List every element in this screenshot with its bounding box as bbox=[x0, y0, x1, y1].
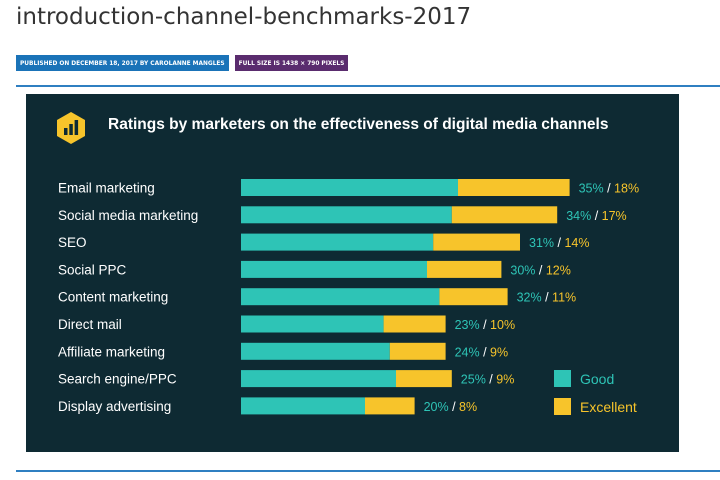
category-label: Content marketing bbox=[58, 290, 168, 305]
category-label: Search engine/PPC bbox=[58, 372, 177, 387]
bar-chart: Email marketing 35% / 18% Social media mar… bbox=[58, 179, 639, 415]
data-label: 23% / 10% bbox=[455, 318, 515, 332]
data-label: 35% / 18% bbox=[579, 182, 639, 196]
data-label: 24% / 9% bbox=[455, 345, 509, 359]
data-label: 20% / 8% bbox=[424, 400, 478, 414]
category-label: Social media marketing bbox=[58, 208, 198, 223]
category-label: Affiliate marketing bbox=[58, 344, 165, 359]
bar-excellent bbox=[396, 370, 452, 388]
bar-excellent bbox=[365, 397, 415, 415]
top-divider bbox=[16, 85, 720, 87]
bar-excellent bbox=[451, 206, 558, 224]
bar-good bbox=[241, 206, 452, 224]
legend-swatch-excellent bbox=[554, 398, 571, 415]
bar-excellent bbox=[433, 233, 520, 251]
bar-excellent bbox=[389, 342, 446, 360]
bar-good bbox=[241, 233, 434, 251]
chart-title: Ratings by marketers on the effectivenes… bbox=[108, 116, 609, 133]
bar-good bbox=[241, 397, 365, 415]
bar-good bbox=[241, 315, 384, 333]
page-title: introduction-channel-benchmarks-2017 bbox=[16, 4, 472, 30]
category-label: Direct mail bbox=[58, 317, 122, 332]
data-label: 32% / 11% bbox=[517, 291, 577, 305]
legend-label-good: Good bbox=[580, 371, 614, 387]
data-label: 34% / 17% bbox=[566, 209, 626, 223]
data-label: 25% / 9% bbox=[461, 373, 515, 387]
bar-good bbox=[241, 342, 390, 360]
bar-good bbox=[241, 179, 458, 196]
category-label: SEO bbox=[58, 235, 87, 250]
legend-swatch-good bbox=[554, 370, 571, 387]
data-label: 30% / 12% bbox=[510, 263, 570, 277]
data-label: 31% / 14% bbox=[529, 236, 589, 250]
bar-good bbox=[241, 288, 440, 306]
category-label: Display advertising bbox=[58, 399, 171, 414]
category-label: Social PPC bbox=[58, 262, 127, 277]
bar-excellent bbox=[383, 315, 446, 333]
published-badge[interactable]: PUBLISHED ON DECEMBER 18, 2017 BY CAROLA… bbox=[16, 55, 229, 71]
bottom-divider bbox=[16, 470, 720, 472]
bar-excellent bbox=[439, 288, 508, 306]
legend-label-excellent: Excellent bbox=[580, 399, 637, 415]
chart-figure[interactable]: Ratings by marketers on the effectivenes… bbox=[26, 94, 679, 452]
full-size-badge[interactable]: FULL SIZE IS 1438 × 790 PIXELS bbox=[234, 55, 349, 71]
bar-good bbox=[241, 260, 427, 278]
post-meta: PUBLISHED ON DECEMBER 18, 2017 BY CAROLA… bbox=[16, 55, 349, 71]
bar-good bbox=[241, 370, 396, 388]
bar-excellent bbox=[427, 260, 502, 278]
bar-chart-icon bbox=[57, 112, 85, 144]
category-label: Email marketing bbox=[58, 181, 155, 196]
bar-excellent bbox=[458, 179, 570, 196]
